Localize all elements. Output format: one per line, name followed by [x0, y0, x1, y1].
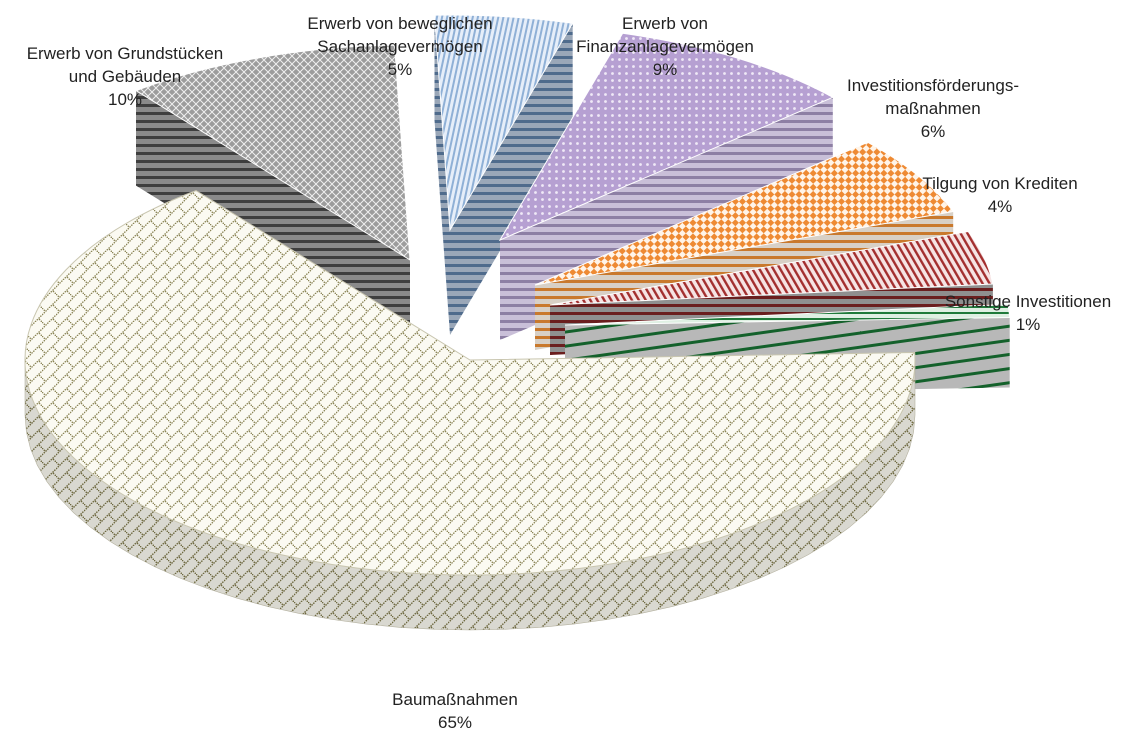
slice-top-2	[433, 14, 574, 232]
label-sach-name2: Sachanlagevermögen	[317, 37, 483, 56]
slice-top-0	[24, 190, 916, 576]
slice-2	[433, 14, 574, 336]
label-finanz: Erwerb von Finanzanlagevermögen 9%	[560, 12, 770, 81]
slice-top-6	[564, 303, 1011, 326]
label-sach: Erwerb von beweglichen Sachanlagevermöge…	[280, 12, 520, 81]
label-finanz-pct: 9%	[652, 60, 678, 79]
slice-top-5	[549, 230, 994, 306]
label-tilgung-name: Tilgung von Krediten	[922, 174, 1078, 193]
label-bau: Baumaßnahmen 65%	[355, 688, 555, 734]
label-grund-name: Erwerb von Grundstücken	[26, 44, 224, 63]
label-sach-name: Erwerb von beweglichen	[307, 14, 493, 33]
label-bau-name: Baumaßnahmen	[392, 690, 518, 709]
label-sonst: Sonstige Investitionen 1%	[928, 290, 1128, 336]
label-finanz-name: Erwerb von	[622, 14, 708, 33]
pie-slices	[24, 14, 1011, 631]
label-finanz-name2: Finanzanlagevermögen	[576, 37, 754, 56]
label-invest-name2: maßnahmen	[885, 99, 981, 118]
label-grund: Erwerb von Grundstücken und Gebäuden 10%	[0, 42, 250, 111]
slice-top-3	[498, 32, 834, 242]
label-invest-pct: 6%	[920, 122, 946, 141]
label-sonst-name: Sonstige Investitionen	[944, 292, 1112, 311]
slice-0	[24, 190, 916, 631]
slice-face-a-2	[434, 15, 450, 335]
label-grund-name2: und Gebäuden	[68, 67, 182, 86]
label-grund-pct: 10%	[107, 90, 143, 109]
slice-top-1	[134, 44, 411, 261]
label-bau-pct: 65%	[437, 713, 473, 732]
slice-top-4	[534, 141, 955, 286]
label-invest-name: Investitionsförderungs-	[847, 76, 1019, 95]
label-sonst-pct: 1%	[1015, 315, 1041, 334]
label-tilgung-pct: 4%	[987, 197, 1013, 216]
label-sach-pct: 5%	[387, 60, 413, 79]
label-invest: Investitionsförderungs- maßnahmen 6%	[818, 74, 1048, 143]
slice-face-b-2	[450, 23, 573, 336]
label-tilgung: Tilgung von Krediten 4%	[905, 172, 1095, 218]
